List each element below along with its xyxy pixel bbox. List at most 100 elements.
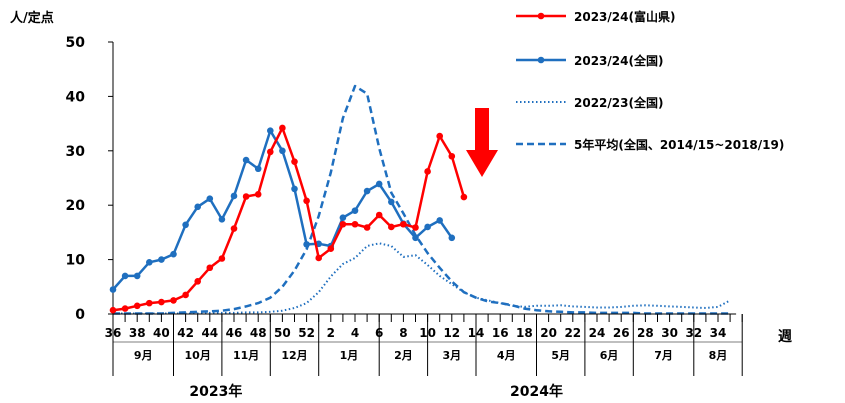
data-point [363,224,371,231]
month-label: 11月 [233,349,259,362]
data-point [315,254,323,262]
y-tick-label: 40 [66,89,86,105]
data-point [412,234,419,242]
y-tick-label: 20 [66,198,86,214]
legend-marker [537,12,545,20]
data-point [230,225,238,232]
x-tick-label: 48 [250,326,267,340]
data-point [436,132,444,140]
data-point [448,234,456,242]
data-point [291,185,298,193]
data-point [412,224,419,231]
data-point [242,156,250,164]
data-point [436,217,444,224]
month-label: 2月 [394,349,413,362]
x-axis: 36 38 40 42 44 46 48 50 52 2 4 6 8 10 12 14 16 18 20 22 24 26… [105,313,743,400]
data-point [206,195,214,202]
data-point [375,180,383,188]
data-point [242,193,250,200]
data-point [133,302,141,310]
data-point [254,191,262,198]
data-point [194,278,201,285]
legend-label: 2023/24(富山県) [574,9,675,24]
x-tick-label: 22 [564,326,581,340]
data-point [279,124,286,132]
data-point [194,203,201,211]
y-tick-label: 0 [75,307,85,323]
x-tick-label: 42 [177,326,194,340]
x-tick-label: 30 [661,326,678,340]
month-label: 9月 [134,349,153,362]
x-tick-label: 40 [153,326,170,340]
data-point [133,272,141,280]
data-point [182,221,189,229]
y-tick-label: 10 [66,253,86,269]
series-layer [109,84,731,315]
month-label: 3月 [442,349,461,362]
legend-label: 2022/23(全国) [574,95,663,110]
data-point [448,152,456,160]
x-tick-label: 38 [129,326,146,340]
x-tick-label: 16 [492,326,509,340]
y-axis-label: 人/定点 [10,10,54,26]
data-point [351,220,359,228]
month-label: 7月 [654,349,673,362]
data-point [388,223,395,231]
data-point [158,256,165,263]
legend-marker [537,56,545,64]
data-point [267,127,274,134]
data-point [170,297,177,304]
x-tick-label: 4 [351,326,359,340]
legend-label: 5年平均(全国、2014/15~2018/19) [574,137,784,152]
month-label: 5月 [551,349,570,362]
year-label: 2024年 [510,383,563,400]
year-label: 2023年 [189,383,242,400]
data-point [303,197,310,205]
data-point [267,148,274,156]
data-point [388,198,395,206]
data-point [218,216,226,223]
data-point [182,291,189,299]
data-point [303,241,310,248]
data-point [146,259,153,266]
month-label: 12月 [281,349,307,362]
data-point [254,165,262,173]
data-point [109,286,117,293]
x-tick-label: 8 [399,326,407,340]
legend-label: 2023/24(全国) [574,53,663,68]
x-tick-label: 18 [516,326,533,340]
x-tick-label: 24 [589,326,606,340]
data-point [424,223,431,231]
y-tick-label: 50 [66,35,86,51]
x-axis-label: 週 [778,329,792,345]
x-tick-label: 52 [298,326,315,340]
data-point [400,220,407,228]
x-tick-label: 34 [710,326,727,340]
legend: 2023/24(富山県) 2023/24(全国) 2022/23(全国) 5年平均(全… [516,9,784,152]
month-label: 6月 [600,349,619,362]
month-label: 8月 [709,349,728,362]
down-arrow-icon [466,108,498,177]
data-point [218,255,226,262]
series-line [113,84,731,315]
data-point [291,158,298,165]
data-point [351,207,359,214]
data-point [363,187,371,195]
data-point [230,192,238,200]
series-line [112,129,453,291]
data-point [146,299,153,307]
data-point [121,305,129,312]
y-axis: 0 10 20 30 40 50 [66,35,114,323]
x-tick-label: 50 [274,326,291,340]
data-point [279,147,286,155]
data-point [339,214,347,222]
data-point [327,245,335,253]
data-point [460,193,468,201]
annotation-layer [466,108,498,177]
y-tick-label: 30 [66,144,86,160]
x-tick-label: 26 [613,326,630,340]
data-point [170,250,177,258]
x-tick-label: 12 [443,326,460,340]
x-tick-label: 2 [327,326,335,340]
